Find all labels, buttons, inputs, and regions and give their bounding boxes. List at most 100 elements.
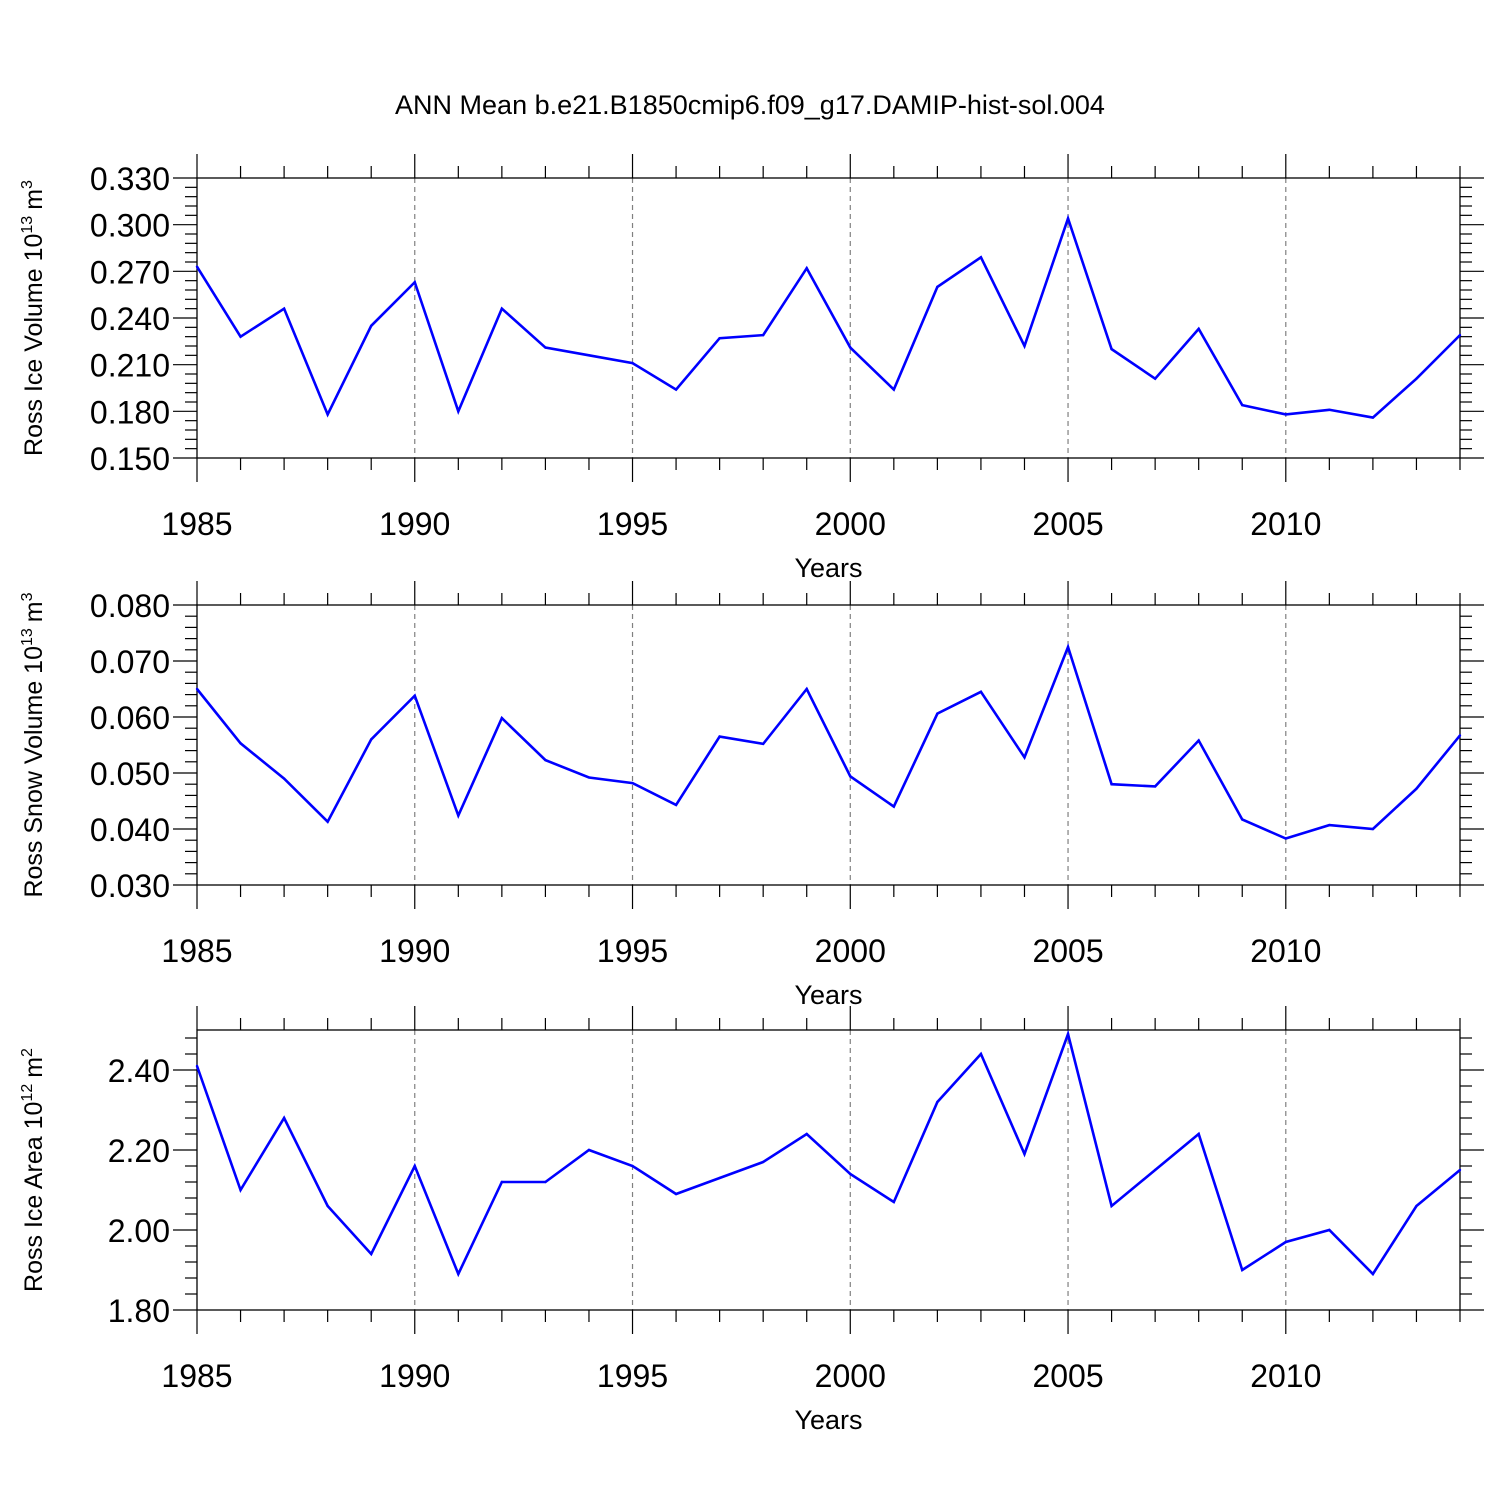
y-tick-label: 1.80 [108,1293,170,1329]
y-axis-label-text: Ross Snow Volume 10 [20,646,48,898]
data-point [936,712,939,715]
y-tick-label: 2.00 [108,1213,170,1249]
data-point [326,1204,329,1208]
y-tick-label: 0.270 [90,254,170,290]
y-axis-label: Ross Ice Volume 1013 m3 [19,180,48,456]
data-point [282,307,286,310]
y-axis-label-unit: m [20,189,48,210]
data-point [892,805,896,808]
data-point [805,1132,808,1136]
data-point [239,1188,242,1192]
data-point [500,716,504,720]
x-tick-label: 1995 [597,1358,668,1394]
x-tick-label: 2000 [815,1358,886,1394]
data-point [1241,818,1244,821]
data-point [413,1164,416,1168]
data-point [1371,827,1375,831]
y-tick-label: 0.180 [90,394,170,430]
data-point [1328,1228,1331,1232]
data-point [1023,1152,1026,1156]
data-point [718,337,721,340]
y-tick-label: 0.030 [90,868,170,904]
x-tick-label: 1995 [597,933,668,969]
y-tick-label: 0.300 [90,208,170,244]
data-point [1284,837,1287,840]
data-point [370,1252,373,1256]
series-line [195,1029,1461,1278]
data-point [761,742,765,746]
data-point [239,742,242,745]
y-tick-label: 0.070 [90,644,170,680]
data-point [587,1148,591,1152]
data-point [761,1160,765,1164]
data-point [1110,1204,1113,1208]
data-point [239,335,242,338]
chart-panel-2: 0.030 0.040 0.050 0.060 0.070 0.080 1985 1990 19… [19,581,1484,1010]
y-tick-label: 0.080 [90,588,170,624]
y-axis-label-exponent: 13 [19,216,36,234]
x-tick-label: 1985 [161,933,232,969]
data-point [674,1192,678,1196]
chart-panel-1: 0.150 0.180 0.210 0.240 0.270 0.300 0.330 1985 1… [19,154,1484,583]
y-axis-label-unit: m [20,1057,48,1078]
data-point [631,781,634,785]
data-point [718,1176,721,1180]
data-point [979,1052,983,1056]
data-point [413,694,416,697]
data-point [1458,734,1462,737]
chart-panel-3: 1.80 2.00 2.20 2.40 1985 1990 1995 2000 2005 2010… [19,1006,1484,1435]
y-tick-label: 0.040 [90,812,170,848]
data-point [326,413,329,416]
x-tick-label: 1990 [379,933,450,969]
y-tick-label: 2.20 [108,1133,170,1169]
data-point [1241,403,1244,407]
series-line [195,214,1461,419]
data-point [1110,783,1113,786]
y-tick-label: 0.210 [90,348,170,384]
data-point [195,1064,199,1068]
data-point [1415,1204,1418,1208]
data-point [544,758,547,762]
x-tick-label: 1995 [597,506,668,542]
figure-title: ANN Mean b.e21.B1850cmip6.f09_g17.DAMIP-… [395,90,1105,120]
data-point [936,285,939,289]
data-point [1110,347,1113,351]
data-point [1415,377,1418,380]
data-point [1458,1168,1462,1172]
data-point [195,265,199,268]
data-point [326,820,329,823]
data-point [282,777,286,780]
data-point [718,735,721,738]
data-point [849,775,852,778]
x-tick-label: 2010 [1250,933,1321,969]
y-axis-label: Ross Snow Volume 1013 m3 [19,592,48,897]
data-point [1023,756,1026,759]
x-tick-label: 2010 [1250,506,1321,542]
y-axis-label-exponent: 12 [19,1084,36,1102]
data-point [587,776,591,779]
x-tick-label: 1990 [379,506,450,542]
data-point [892,388,896,391]
data-point [457,1272,460,1276]
data-point [1328,823,1331,827]
data-point [1197,739,1200,742]
data-point [1197,1132,1200,1136]
y-tick-label: 2.40 [108,1053,170,1089]
data-point [500,307,504,310]
data-point [936,1100,939,1104]
data-point [1066,1032,1070,1036]
y-axis-label-unit-exponent: 3 [19,592,36,601]
data-point [544,346,547,349]
x-tick-label: 2000 [815,933,886,969]
data-point [370,324,373,327]
data-point [544,1180,547,1184]
x-tick-label: 1985 [161,506,232,542]
data-point [805,267,808,270]
data-point [674,803,678,807]
data-point [457,410,460,413]
x-tick-label: 2005 [1032,933,1103,969]
data-point [1371,416,1375,419]
data-point [457,814,460,817]
